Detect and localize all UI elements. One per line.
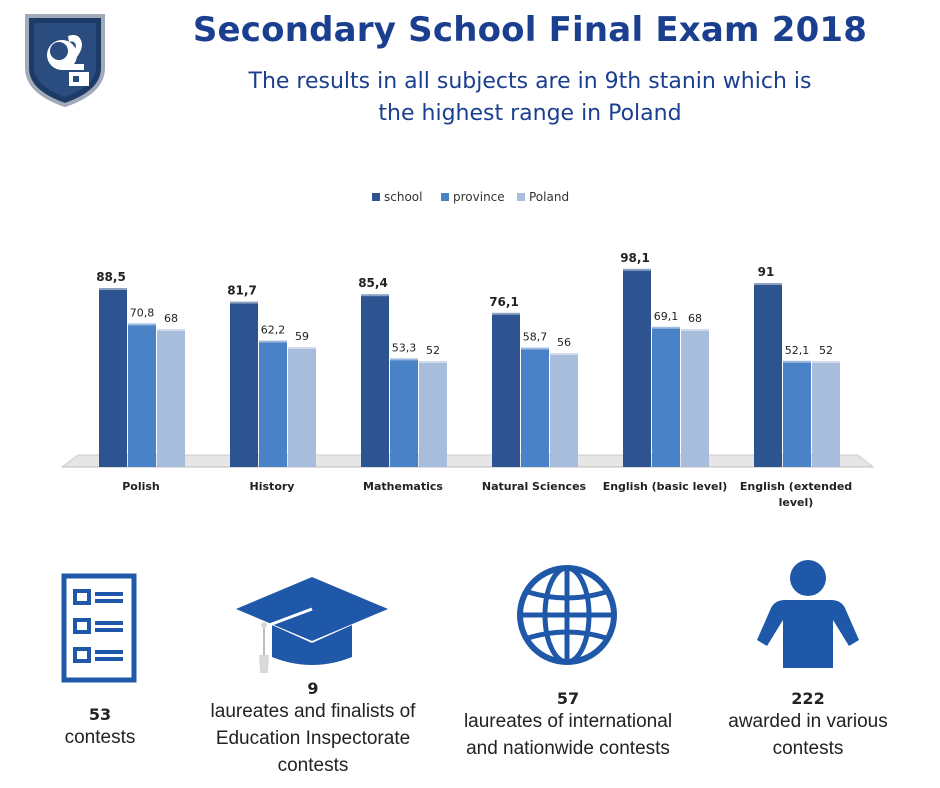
bar-top	[550, 353, 578, 356]
stat-text: contests	[64, 727, 136, 748]
bar	[521, 349, 549, 467]
data-label: 88,5	[96, 270, 126, 284]
data-label: 91	[758, 265, 775, 279]
data-label: 53,3	[392, 341, 417, 354]
bar-top	[361, 294, 389, 298]
bar-top	[521, 347, 549, 351]
bar	[157, 331, 185, 467]
stat-contests: 53 contests	[20, 705, 180, 751]
data-label: 56	[557, 336, 571, 349]
stat-text: Education Inspectorate	[215, 728, 411, 749]
subtitle-line: the highest range in Poland	[378, 101, 682, 126]
category-label: English (extended	[740, 480, 852, 493]
stat-text: awarded in various	[728, 711, 888, 732]
bar	[99, 290, 127, 467]
category-label: Polish	[122, 480, 160, 493]
stat-laureates-finalists: 9 laureates and finalists of Education I…	[175, 679, 451, 779]
bar	[623, 270, 651, 467]
legend-label: school	[384, 190, 422, 204]
stat-awarded: 222 awarded in various contests	[690, 689, 926, 762]
bar-top	[623, 268, 651, 272]
bar-top	[259, 340, 287, 344]
legend-label: province	[453, 190, 505, 204]
data-label: 68	[164, 312, 178, 325]
stat-text: and nationwide contests	[466, 738, 670, 759]
data-label: 85,4	[358, 276, 388, 290]
stat-international-laureates: 57 laureates of international and nation…	[430, 689, 706, 762]
bar-top	[288, 347, 316, 350]
bar	[419, 363, 447, 467]
person-icon	[757, 560, 859, 668]
bar-chart: school province Poland 88,5 70,8 68 Polish 81,7…	[60, 190, 875, 509]
bar	[390, 360, 418, 467]
bar-top	[812, 361, 840, 364]
school-logo	[25, 14, 105, 108]
bar	[681, 331, 709, 467]
list-icon	[61, 573, 137, 683]
stat-text: laureates and finalists of	[210, 701, 416, 722]
legend-label: Poland	[529, 190, 569, 204]
data-label: 70,8	[130, 306, 155, 319]
category-label: level)	[779, 496, 814, 509]
bar	[812, 363, 840, 467]
data-label: 52	[819, 344, 833, 357]
data-label: 52,1	[785, 344, 810, 357]
stat-number: 53	[88, 705, 112, 724]
stat-text: contests	[277, 755, 349, 776]
bar-top	[681, 329, 709, 332]
category-label: Mathematics	[363, 480, 443, 493]
bar-top	[128, 323, 156, 327]
data-label: 52	[426, 344, 440, 357]
data-label: 81,7	[227, 284, 257, 298]
bar	[550, 355, 578, 467]
category-label: History	[250, 480, 295, 493]
bar	[230, 303, 258, 467]
category-label: English (basic level)	[603, 480, 728, 493]
stat-text: laureates of international	[463, 711, 673, 732]
bar	[652, 328, 680, 467]
category-label: Natural Sciences	[482, 480, 587, 493]
data-label: 68	[688, 312, 702, 325]
bar	[259, 342, 287, 467]
bar-top	[754, 283, 782, 286]
legend-swatch-school	[372, 193, 380, 201]
bar-top	[390, 358, 418, 362]
stat-number: 222	[791, 689, 825, 708]
legend-swatch-province	[441, 193, 449, 201]
graduation-cap-icon	[236, 577, 388, 673]
bar	[361, 296, 389, 467]
data-label: 59	[295, 330, 309, 343]
page-title: Secondary School Final Exam 2018	[192, 10, 868, 50]
bar	[783, 362, 811, 467]
bar-top	[783, 360, 811, 364]
stat-text: contests	[772, 738, 844, 759]
bar	[492, 314, 520, 467]
stat-number: 9	[307, 679, 319, 698]
data-label: 69,1	[654, 310, 679, 323]
data-label: 58,7	[523, 331, 548, 344]
globe-icon	[517, 565, 617, 665]
bar	[128, 325, 156, 467]
bar-top	[652, 326, 680, 330]
bar-top	[157, 329, 185, 332]
bar	[288, 349, 316, 467]
data-label: 76,1	[489, 295, 519, 309]
page-subtitle: The results in all subjects are in 9th s…	[120, 66, 940, 130]
subtitle-line: The results in all subjects are in 9th s…	[248, 69, 812, 94]
stat-number: 57	[556, 689, 580, 708]
bar-top	[99, 288, 127, 291]
data-label: 62,2	[261, 324, 286, 337]
bar-top	[230, 301, 258, 305]
legend-swatch-poland	[517, 193, 525, 201]
bar-top	[419, 361, 447, 364]
bar-top	[492, 312, 520, 316]
bar	[754, 285, 782, 467]
data-label: 98,1	[620, 251, 650, 265]
